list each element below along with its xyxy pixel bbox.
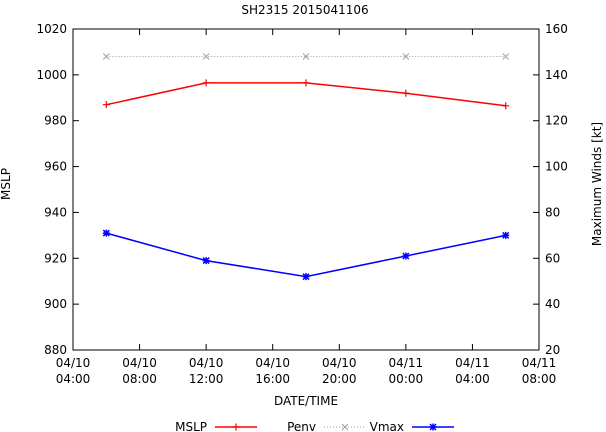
penv-point <box>402 53 410 60</box>
mslp-point <box>402 89 410 97</box>
vmax-point <box>402 252 410 260</box>
chart-title: SH2315 2015041106 <box>241 3 368 17</box>
vmax-point <box>202 257 210 265</box>
legend-marker-vmax <box>429 423 437 431</box>
x-tick-label: 04/10 <box>189 356 224 370</box>
x-tick-label: 12:00 <box>189 372 224 386</box>
penv-point <box>502 53 510 60</box>
vmax-line <box>106 232 506 278</box>
x-tick-label: 16:00 <box>255 372 290 386</box>
y-tick-label: 960 <box>44 160 67 174</box>
series-penv <box>102 53 510 60</box>
vmax-point <box>502 231 510 239</box>
y2-tick-label: 80 <box>545 205 560 219</box>
y2-tick-label: 140 <box>545 68 568 82</box>
vmax-point <box>302 273 310 281</box>
y2-tick-label: 60 <box>545 251 560 265</box>
y-tick-label: 920 <box>44 251 67 265</box>
x-tick-label: 04/11 <box>455 356 490 370</box>
y2-tick-label: 120 <box>545 114 568 128</box>
legend-marker-mslp <box>232 423 240 431</box>
mslp-point <box>102 101 110 109</box>
legend-label-vmax: Vmax <box>370 420 404 432</box>
x-tick-label: 04/10 <box>255 356 290 370</box>
penv-point <box>102 53 110 60</box>
x-tick-label: 04/11 <box>522 356 557 370</box>
y-axis-label: MSLP <box>0 168 13 200</box>
mslp-point <box>502 102 510 110</box>
x-tick-label: 04/10 <box>322 356 357 370</box>
x-tick-label: 04:00 <box>455 372 490 386</box>
y2-tick-label: 20 <box>545 343 560 357</box>
x-tick-label: 04/10 <box>56 356 91 370</box>
x-tick-label: 04/11 <box>389 356 424 370</box>
mslp-point <box>202 79 210 87</box>
y2-tick-label: 160 <box>545 22 568 36</box>
y-tick-label: 880 <box>44 343 67 357</box>
x-tick-label: 04/10 <box>122 356 157 370</box>
penv-point <box>302 53 310 60</box>
y-tick-label: 940 <box>44 205 67 219</box>
x-tick-label: 00:00 <box>389 372 424 386</box>
y-tick-label: 980 <box>44 114 67 128</box>
y-tick-label: 900 <box>44 297 67 311</box>
series-mslp <box>102 79 510 110</box>
x-tick-label: 04:00 <box>56 372 91 386</box>
y-tick-label: 1000 <box>36 68 67 82</box>
y2-tick-label: 40 <box>545 297 560 311</box>
plot-frame <box>72 28 540 351</box>
legend-marker-penv <box>341 423 349 431</box>
mslp-point <box>302 79 310 87</box>
vmax-point <box>102 229 110 237</box>
y2-tick-label: 100 <box>545 160 568 174</box>
y-tick-label: 1020 <box>36 22 67 36</box>
penv-point <box>202 53 210 60</box>
y2-axis-label: Maximum Winds [kt] <box>590 122 604 246</box>
legend-label-mslp: MSLP <box>175 420 207 432</box>
x-tick-label: 08:00 <box>122 372 157 386</box>
x-tick-label: 08:00 <box>522 372 557 386</box>
legend: MSLP Penv Vmax <box>175 420 454 432</box>
series-vmax <box>102 229 510 281</box>
x-tick-label: 20:00 <box>322 372 357 386</box>
legend-label-penv: Penv <box>287 420 316 432</box>
x-axis-label: DATE/TIME <box>274 394 338 408</box>
